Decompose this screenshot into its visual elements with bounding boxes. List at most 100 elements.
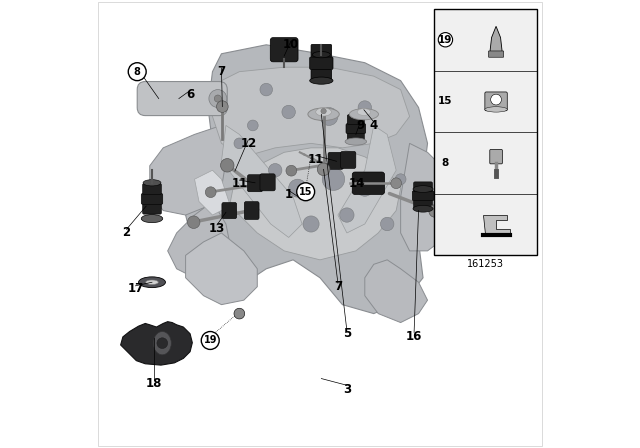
FancyBboxPatch shape	[311, 44, 332, 57]
FancyBboxPatch shape	[260, 174, 275, 191]
Text: 11: 11	[307, 152, 324, 166]
Circle shape	[214, 95, 221, 102]
Circle shape	[303, 216, 319, 232]
Ellipse shape	[310, 77, 333, 84]
Circle shape	[260, 83, 273, 96]
Text: 8: 8	[134, 67, 141, 77]
Text: 19: 19	[204, 336, 217, 345]
Ellipse shape	[316, 108, 332, 116]
Text: 7: 7	[334, 280, 342, 293]
Ellipse shape	[413, 205, 433, 212]
FancyBboxPatch shape	[485, 92, 508, 111]
Circle shape	[205, 187, 216, 198]
Text: 5: 5	[343, 327, 351, 340]
FancyBboxPatch shape	[490, 150, 502, 164]
Text: 10: 10	[283, 38, 299, 52]
Text: 161253: 161253	[467, 259, 504, 269]
Polygon shape	[483, 215, 509, 234]
FancyBboxPatch shape	[248, 175, 262, 192]
Polygon shape	[212, 67, 410, 157]
Circle shape	[297, 183, 315, 201]
Circle shape	[317, 163, 330, 176]
Polygon shape	[186, 45, 428, 314]
FancyBboxPatch shape	[328, 152, 343, 169]
Text: 7: 7	[218, 65, 225, 78]
FancyBboxPatch shape	[222, 202, 237, 219]
Circle shape	[320, 108, 338, 125]
Circle shape	[438, 33, 452, 47]
Polygon shape	[401, 143, 454, 251]
Text: 15: 15	[299, 187, 312, 197]
Ellipse shape	[485, 107, 508, 112]
Ellipse shape	[413, 186, 433, 193]
Text: 6: 6	[186, 87, 194, 101]
Text: 15: 15	[438, 96, 452, 106]
FancyBboxPatch shape	[412, 191, 434, 201]
FancyBboxPatch shape	[137, 82, 227, 116]
Ellipse shape	[357, 109, 371, 116]
Circle shape	[289, 179, 307, 197]
Text: 2: 2	[122, 226, 131, 240]
Circle shape	[234, 138, 244, 149]
Text: 9: 9	[356, 119, 364, 132]
Circle shape	[286, 165, 297, 176]
Ellipse shape	[139, 277, 165, 288]
Polygon shape	[186, 233, 257, 305]
Text: 8: 8	[442, 158, 449, 168]
FancyBboxPatch shape	[141, 194, 163, 204]
FancyBboxPatch shape	[340, 151, 356, 168]
Text: 3: 3	[343, 383, 351, 396]
FancyBboxPatch shape	[488, 51, 504, 57]
FancyBboxPatch shape	[413, 200, 433, 210]
Polygon shape	[168, 202, 230, 278]
Circle shape	[221, 159, 234, 172]
Circle shape	[323, 168, 344, 190]
Ellipse shape	[349, 109, 378, 120]
FancyBboxPatch shape	[143, 184, 161, 194]
Polygon shape	[121, 322, 192, 365]
FancyBboxPatch shape	[244, 202, 259, 220]
Polygon shape	[230, 148, 401, 260]
Circle shape	[157, 338, 168, 349]
FancyBboxPatch shape	[310, 57, 333, 69]
Circle shape	[429, 205, 442, 217]
Ellipse shape	[143, 180, 161, 186]
Text: 4: 4	[370, 119, 378, 132]
FancyBboxPatch shape	[270, 38, 298, 62]
FancyBboxPatch shape	[413, 182, 433, 192]
Circle shape	[321, 108, 326, 114]
Polygon shape	[365, 260, 428, 323]
Circle shape	[269, 164, 282, 177]
Text: 12: 12	[240, 137, 257, 150]
Circle shape	[282, 105, 296, 119]
Circle shape	[380, 217, 394, 231]
Ellipse shape	[345, 138, 367, 145]
Text: 19: 19	[438, 35, 452, 45]
FancyBboxPatch shape	[346, 124, 365, 134]
FancyBboxPatch shape	[143, 203, 161, 214]
Text: 18: 18	[146, 376, 163, 390]
Circle shape	[209, 90, 227, 108]
Text: 16: 16	[406, 329, 422, 343]
Circle shape	[128, 63, 146, 81]
Circle shape	[201, 332, 219, 349]
Circle shape	[340, 208, 354, 222]
Polygon shape	[150, 125, 226, 215]
Circle shape	[358, 101, 372, 114]
Polygon shape	[490, 26, 502, 53]
Ellipse shape	[308, 108, 339, 121]
Polygon shape	[195, 170, 230, 215]
Circle shape	[356, 180, 373, 196]
Ellipse shape	[312, 52, 330, 58]
Circle shape	[491, 94, 502, 105]
Circle shape	[396, 174, 406, 185]
FancyBboxPatch shape	[348, 115, 364, 125]
Circle shape	[216, 101, 228, 112]
Text: 17: 17	[127, 282, 143, 296]
Polygon shape	[338, 125, 396, 233]
Circle shape	[188, 216, 200, 228]
FancyBboxPatch shape	[311, 69, 332, 82]
Circle shape	[391, 178, 401, 189]
Text: 13: 13	[209, 222, 225, 235]
Text: 11: 11	[231, 177, 248, 190]
